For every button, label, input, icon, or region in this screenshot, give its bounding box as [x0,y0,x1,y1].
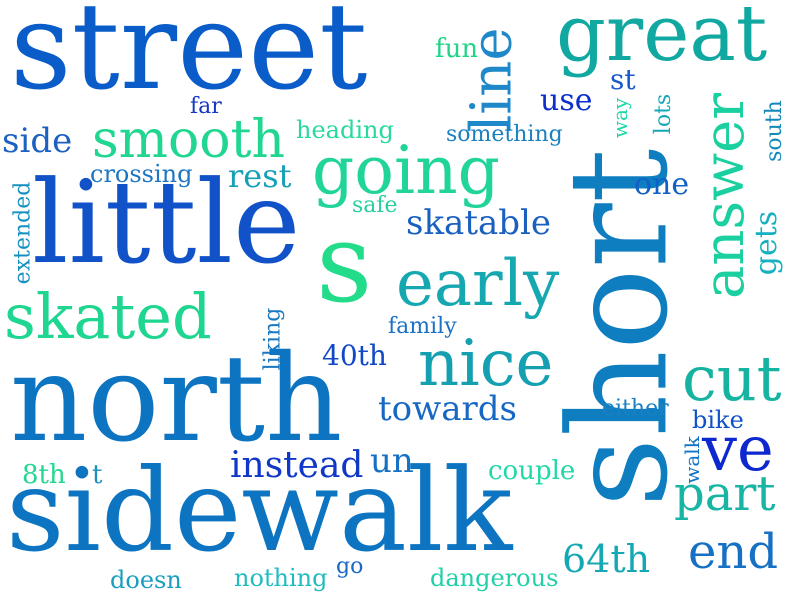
word-crossing: crossing [90,160,193,188]
word-ve: ve [702,412,774,485]
word-towards: towards [378,389,517,429]
word-rest: rest [228,157,292,195]
word-short: short [540,148,699,508]
word-smooth: smooth [92,110,285,170]
word-nice: nice [418,327,554,401]
word-north: north [10,330,343,469]
word-sidewalk: sidewalk [6,444,513,577]
word-south: south [761,100,787,162]
word-fun: fun [435,34,479,64]
word-gets: gets [749,210,785,276]
word-doesn: doesn [110,566,182,594]
word-safe: safe [352,193,398,218]
word-little: little [32,156,301,289]
word-s: s [316,199,373,327]
word-8th: 8th [22,460,66,490]
word-way: way [608,97,633,139]
word-cut: cut [682,342,782,415]
word-skated: skated [4,280,212,353]
word-lots: lots [651,93,677,135]
word-use: use [540,83,593,118]
word-either: either [602,396,669,421]
word-40th: 40th [322,339,387,372]
word-part: part [674,466,776,522]
word-heading: heading [296,116,394,144]
word-t: t [92,460,103,490]
word-family: family [388,314,457,339]
word-far: far [190,94,222,119]
word-bike: bike [692,406,744,434]
word-answer: answer [692,92,758,300]
word-one: one [634,167,690,202]
word-couple: couple [488,456,576,486]
word-early: early [396,247,560,321]
word-something: something [446,122,563,147]
word-instead: instead [230,445,364,486]
word-un: un [370,441,414,481]
word-skatable: skatable [406,203,552,243]
word-64th: 64th [562,537,651,581]
word-dangerous: dangerous [430,564,559,592]
word-go: go [336,554,364,579]
word-going: going [312,132,500,209]
word-street: street [10,0,368,117]
word-great: great [556,0,768,79]
word-side: side [2,121,73,161]
word-st: st [610,63,636,96]
word-nothing: nothing [234,564,328,592]
word-end: end [688,524,779,580]
